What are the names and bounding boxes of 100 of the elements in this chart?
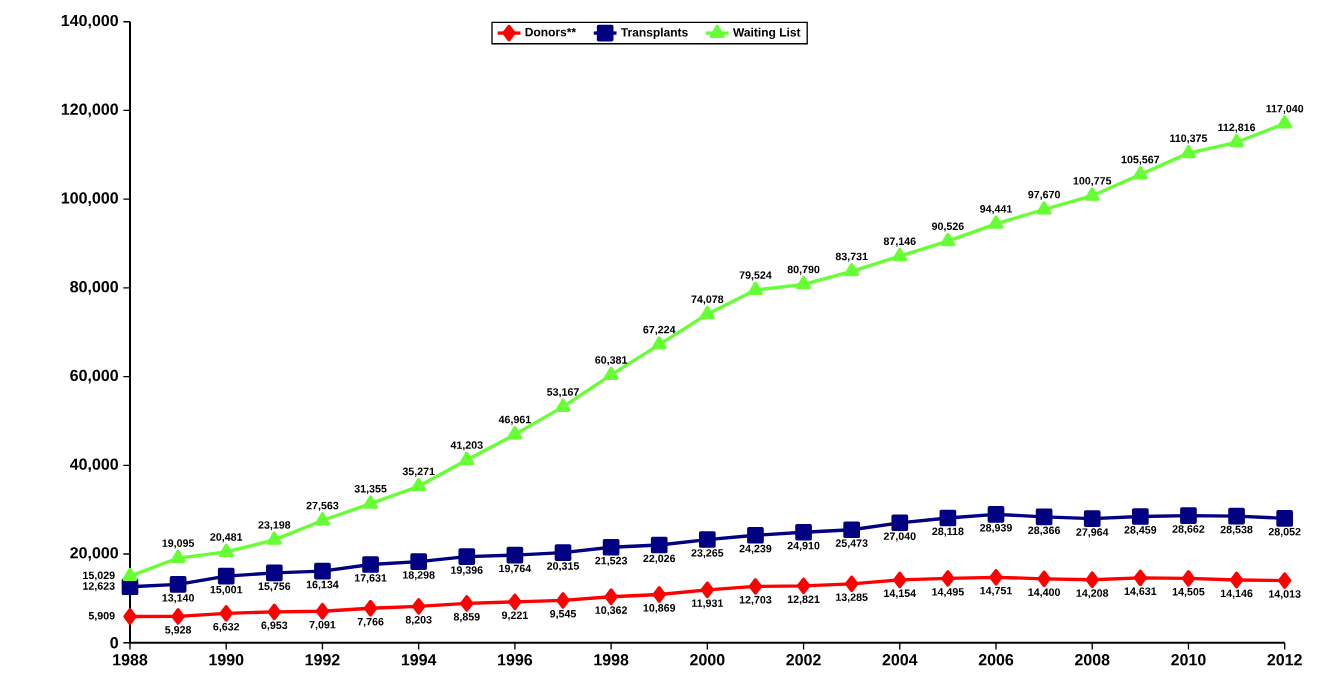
data-label: 28,118 [932,527,964,537]
point [1277,115,1293,129]
data-label: 24,239 [739,544,772,554]
data-label: 14,495 [932,588,964,598]
point [315,602,330,620]
point [267,603,282,621]
point [748,281,763,295]
data-label: 83,731 [835,252,868,262]
data-label: 27,964 [1076,528,1109,538]
point [363,599,378,617]
point [266,531,282,545]
data-label: 15,029 [83,571,115,581]
point [555,398,571,412]
x-tick-label: 1990 [209,654,244,666]
data-label: 97,670 [1028,190,1060,200]
point [458,548,476,566]
point [699,305,715,320]
data-label: 15,001 [210,585,243,595]
point [940,232,956,247]
data-label: 100,775 [1073,177,1112,187]
data-label: 28,939 [980,523,1012,534]
y-tick-label: 120,000 [61,103,118,118]
data-label: 15,756 [258,582,291,592]
point [1133,569,1148,587]
x-tick-label: 1992 [305,654,340,666]
data-label: 13,285 [836,593,868,603]
data-label: 112,816 [1218,123,1256,133]
point [410,553,428,570]
point [650,536,668,554]
data-label: 87,146 [883,237,916,247]
data-label: 10,869 [643,604,676,614]
y-tick-label: 20,000 [70,547,118,561]
point [123,608,137,625]
data-label: 9,221 [501,611,528,621]
point [554,544,572,561]
point [939,509,957,527]
y-tick-label: 80,000 [70,281,118,295]
point [845,575,859,593]
point [652,586,666,603]
point [217,567,235,585]
data-label: 53,167 [547,388,579,398]
data-label: 13,140 [162,594,194,604]
data-label: 31,355 [354,484,387,495]
x-tick-label: 2000 [690,654,725,666]
point [1037,570,1051,588]
point [1228,507,1245,525]
point [603,366,619,380]
data-label: 28,366 [1028,526,1061,536]
point [795,523,812,541]
data-label: 14,013 [1269,590,1301,600]
point [987,506,1005,523]
data-label: 5,928 [165,626,192,636]
x-tick-label: 2010 [1171,654,1206,666]
data-label: 14,146 [1220,589,1253,599]
data-label: 14,208 [1076,589,1109,599]
x-tick-label: 2006 [978,654,1014,666]
data-label: 12,703 [739,595,772,606]
y-tick-label: 60,000 [70,369,118,384]
data-label: 14,631 [1124,587,1157,597]
data-label: 11,931 [691,599,724,609]
data-label: 23,265 [691,549,724,559]
point [1229,133,1245,148]
point [412,598,426,615]
point [1085,571,1099,589]
point [893,571,907,589]
legend-label: Waiting List [733,27,801,39]
point [747,526,764,544]
data-label: 35,271 [402,467,435,477]
point [122,567,138,582]
data-label: 10,362 [595,606,627,616]
data-label: 6,632 [213,622,240,633]
point [314,562,331,580]
point [507,426,523,440]
point [459,451,475,465]
x-tick-label: 2012 [1267,654,1302,666]
data-label: 80,790 [787,265,820,275]
data-label: 79,524 [739,271,772,281]
data-label: 9,545 [550,610,577,620]
point [941,570,955,587]
point [891,514,909,532]
point [892,247,908,262]
data-label: 14,154 [884,589,917,599]
data-label: 18,298 [403,571,435,581]
y-tick-label: 40,000 [69,458,118,473]
point [169,576,187,593]
point [362,556,379,573]
point [556,592,570,609]
data-label: 74,078 [691,295,724,305]
point [988,215,1004,229]
point [363,495,378,509]
data-label: 94,441 [980,205,1013,215]
data-label: 8,859 [453,613,480,623]
point [604,588,618,606]
x-tick-label: 2002 [786,654,821,666]
data-label: 46,961 [498,415,531,425]
point [1181,144,1196,159]
data-label: 22,026 [643,554,676,564]
data-label: 19,764 [499,564,532,574]
data-label: 28,459 [1124,526,1157,536]
x-tick-label: 1988 [113,654,148,666]
